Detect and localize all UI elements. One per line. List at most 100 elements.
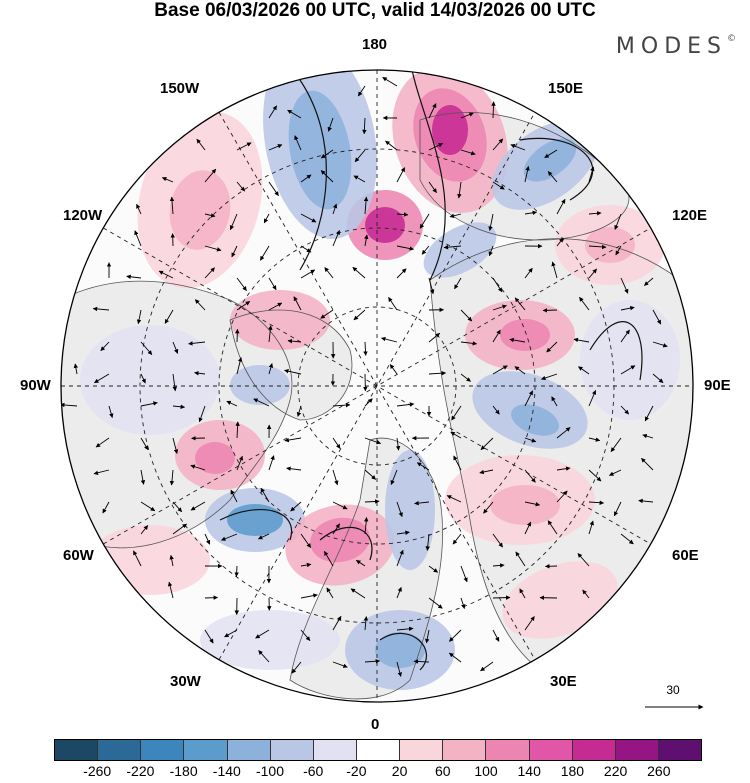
wind-vector [258,650,270,663]
wind-vector [395,437,401,451]
wind-vector [428,181,437,194]
brand-mark: © [727,34,736,44]
wind-vector [396,530,410,535]
wind-vector [324,267,334,279]
wind-vector [615,245,622,256]
wind-vector [236,181,246,192]
wind-vector [323,550,334,567]
colorbar [54,739,702,761]
lon-label-60e: 60E [672,547,699,564]
colorbar-tick-label: 180 [560,763,585,779]
colorbar-segment [55,740,99,760]
wind-vector [641,457,654,471]
wind-vector [332,402,351,408]
wind-vector [551,261,558,279]
colorbar-segment [486,740,530,760]
lon-label-30w: 30W [170,673,201,690]
wind-vector [363,517,369,535]
wind-vector [190,464,206,471]
wind-vector [164,309,174,324]
wind-vector [492,563,505,568]
wind-vector [524,521,532,535]
anomaly-region [375,632,425,668]
wind-vector [355,559,366,567]
wind-vector [140,341,153,355]
wind-vector [363,196,369,215]
lon-label-90e: 90E [704,377,731,394]
anomaly-region [80,325,220,435]
wind-vector [204,213,216,218]
wind-vector [556,198,566,215]
streamline [379,632,427,671]
wind-vector [620,533,634,545]
wind-vector [263,213,270,224]
colorbar-tick-label: -260 [83,763,112,779]
wind-vector [332,501,348,510]
wind-vector [416,462,430,471]
wind-vector [236,357,243,375]
wind-vector [488,245,494,257]
colorbar-tick-label: 220 [603,763,628,779]
streamline [319,526,373,561]
wind-vector [460,309,473,322]
wind-vector [488,213,494,231]
wind-vector [610,437,622,453]
wind-vector [652,373,664,384]
colorbar-tick-label: -220 [126,763,155,779]
wind-vector [396,549,404,567]
wind-vector [492,405,500,415]
wind-vector [460,341,478,346]
wind-vector [332,230,340,247]
wind-vector [92,306,110,312]
wind-vector [542,308,558,313]
map-disc [61,70,693,702]
wind-vector [294,135,302,151]
wind-vector [524,267,533,279]
wind-vector [364,398,373,407]
wind-vector [326,587,334,599]
wind-vector [108,405,114,419]
wind-vector [364,234,369,247]
wind-vector [519,588,526,599]
wind-vector [231,245,238,258]
wind-vector [93,469,110,475]
streamline [219,509,293,541]
wind-vector [300,593,318,599]
wind-vector [524,165,530,183]
wind-vector [220,533,238,541]
wind-vector [540,373,558,381]
wind-vector [140,401,158,407]
colorbar-tick-label: 20 [391,763,408,779]
wind-vector [320,149,334,159]
anomaly-region [230,365,290,405]
wind-vector [230,489,238,503]
colorbar-tick-label: 260 [647,763,671,779]
wind-vector [134,230,142,247]
wind-vector [577,553,590,567]
wind-vector [556,237,564,247]
wind-vector [428,332,441,343]
map-border [60,69,694,703]
brand-logo: MODES© [616,34,736,59]
colorbar-segment [356,740,401,760]
wind-vector [327,117,334,132]
wind-vector [396,402,415,407]
wind-vector [204,629,214,644]
wind-vector [578,366,590,375]
wind-vector [524,210,538,216]
wind-vector [102,501,110,514]
wind-vector [588,166,595,183]
streamline [519,138,594,201]
colorbar-segment [443,740,487,760]
wind-vector [300,174,312,183]
wind-vector [73,363,79,375]
wind-vector [268,363,274,375]
wind-vector [382,77,398,87]
wind-vector [460,149,476,156]
lon-label-150w: 150W [160,80,200,97]
wind-vector [452,533,462,545]
wind-vector [268,325,273,343]
anomaly-region [385,450,435,570]
wind-vector [253,398,270,407]
anomaly-region [365,207,405,243]
